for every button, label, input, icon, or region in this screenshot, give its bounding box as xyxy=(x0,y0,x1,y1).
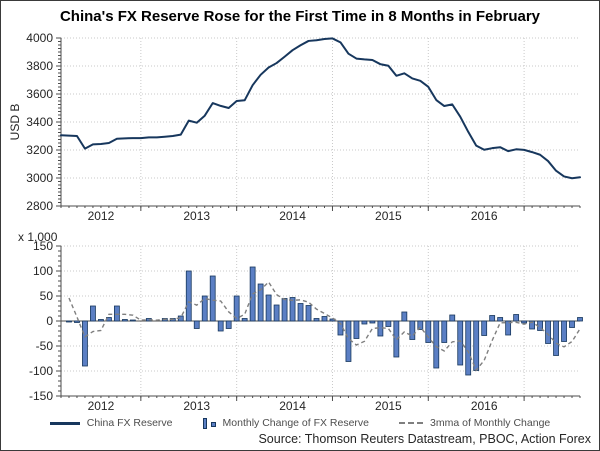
bar xyxy=(90,305,96,322)
bar xyxy=(281,298,288,322)
bar xyxy=(529,320,535,330)
tick-label: -50 xyxy=(36,339,54,353)
tick-label: 100 xyxy=(33,264,53,278)
legend-item-3mma: 3mma of Monthly Change xyxy=(399,417,550,429)
bar xyxy=(121,319,128,322)
tick-label: 3600 xyxy=(26,87,53,101)
bar xyxy=(513,314,520,322)
bar xyxy=(449,314,456,322)
tick-label: 2013 xyxy=(183,399,210,413)
tick-label: 3800 xyxy=(26,59,53,73)
tick-label: 2012 xyxy=(88,209,115,223)
tick-label: -150 xyxy=(29,389,53,403)
bar xyxy=(305,305,312,322)
axes-grid: 2012 2013 2014 2015 2016 -150 -100 -50 0 50 100 150 xyxy=(29,239,581,413)
mma-line xyxy=(68,280,581,372)
legend: China FX Reserve Monthly Change of FX Re… xyxy=(1,417,599,429)
source-note: Source: Thomson Reuters Datastream, PBOC… xyxy=(258,432,591,446)
bar xyxy=(553,320,559,356)
legend-label: 3mma of Monthly Change xyxy=(430,417,551,429)
legend-item-monthly-change: Monthly Change of FX Reserve xyxy=(202,417,370,429)
bar xyxy=(289,297,296,322)
bar xyxy=(577,317,583,322)
bar xyxy=(113,305,120,322)
bar xyxy=(457,320,464,366)
bar xyxy=(561,320,567,342)
tick-label: 2800 xyxy=(26,199,53,213)
bar xyxy=(201,295,208,322)
bar xyxy=(249,266,256,322)
bar xyxy=(385,320,392,327)
tick-label: 2016 xyxy=(471,399,498,413)
bar xyxy=(185,270,192,322)
bar xyxy=(489,315,496,322)
bar xyxy=(129,319,136,322)
bar xyxy=(361,320,368,325)
tick-label: 2016 xyxy=(471,209,498,223)
tick-label: 0 xyxy=(46,314,53,328)
bar xyxy=(481,320,488,336)
tick-label: 2015 xyxy=(375,209,402,223)
tick-label: 50 xyxy=(40,289,54,303)
bar xyxy=(321,316,328,322)
bar xyxy=(82,320,88,367)
tick-label: 2014 xyxy=(279,209,306,223)
bar xyxy=(473,320,480,371)
tick-label: 3400 xyxy=(26,115,53,129)
bar xyxy=(409,320,416,340)
bar xyxy=(297,303,304,322)
tick-label: 3000 xyxy=(26,171,53,185)
tick-label: -100 xyxy=(29,364,53,378)
bar xyxy=(433,320,440,369)
dashed-line-swatch-icon xyxy=(399,422,424,424)
bar xyxy=(209,275,216,322)
bar xyxy=(353,320,360,339)
bar xyxy=(345,320,352,362)
bar xyxy=(545,320,551,344)
tick-label: 2014 xyxy=(279,399,306,413)
bar xyxy=(273,304,280,322)
bar xyxy=(497,317,504,322)
bar xyxy=(369,320,376,324)
legend-label: China FX Reserve xyxy=(86,417,173,429)
bar xyxy=(225,320,232,329)
bar xyxy=(265,294,272,322)
bar xyxy=(401,311,408,322)
legend-item-reserve: China FX Reserve xyxy=(49,417,173,429)
bar xyxy=(241,318,248,322)
bar xyxy=(313,318,320,322)
bar xyxy=(441,320,448,343)
bar xyxy=(98,319,104,322)
bar xyxy=(569,320,575,328)
unit-scale-label: x 1,000 xyxy=(18,230,58,244)
bars-swatch-icon xyxy=(202,417,216,429)
legend-label: Monthly Change of FX Reserve xyxy=(222,417,370,429)
y-axis-title: USD B xyxy=(8,103,22,141)
bar xyxy=(505,320,512,336)
bar xyxy=(521,320,528,324)
tick-label: 4000 xyxy=(26,31,53,45)
bar xyxy=(425,320,432,343)
tick-label: 3200 xyxy=(26,143,53,157)
china-fx-reserve-line xyxy=(60,37,581,180)
bar xyxy=(193,320,200,329)
tick-label: 150 xyxy=(33,239,53,253)
bar xyxy=(66,320,72,323)
tick-label: 2015 xyxy=(375,399,402,413)
bar xyxy=(417,320,424,330)
tick-label: 2012 xyxy=(88,399,115,413)
bar xyxy=(217,320,224,332)
bar xyxy=(74,320,80,323)
bar xyxy=(233,295,240,322)
bar xyxy=(465,320,472,376)
chart-title: China's FX Reserve Rose for the First Ti… xyxy=(59,8,541,25)
bar xyxy=(257,283,264,322)
line-swatch-icon xyxy=(49,421,80,425)
axes-grid: 2012 2013 2014 2015 2016 2800 3000 3200 3400 3600… xyxy=(26,31,581,223)
tick-label: 2013 xyxy=(183,209,210,223)
